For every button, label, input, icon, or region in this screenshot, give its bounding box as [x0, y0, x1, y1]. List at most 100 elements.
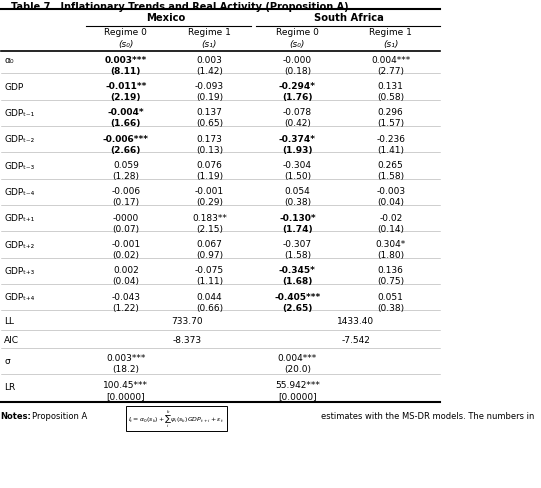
Text: (1.80): (1.80) [377, 250, 404, 259]
Text: (1.57): (1.57) [377, 119, 404, 128]
Text: (1.66): (1.66) [111, 119, 141, 128]
Text: 100.45***: 100.45*** [103, 380, 148, 389]
Text: 0.173: 0.173 [196, 135, 222, 143]
Text: GDP: GDP [4, 82, 23, 91]
Text: Notes:: Notes: [1, 411, 31, 420]
Text: GDPₜ₊₁: GDPₜ₊₁ [4, 214, 35, 223]
Text: Regime 0: Regime 0 [276, 28, 319, 38]
Text: 0.136: 0.136 [378, 266, 404, 275]
Text: -7.542: -7.542 [341, 335, 370, 344]
Text: -0.078: -0.078 [283, 108, 312, 117]
Text: 0.137: 0.137 [196, 108, 222, 117]
Text: 0.004***: 0.004*** [278, 353, 317, 363]
Text: (s₁): (s₁) [383, 40, 398, 49]
Text: AIC: AIC [4, 335, 19, 344]
Text: 1433.40: 1433.40 [337, 317, 374, 325]
Text: (1.42): (1.42) [196, 66, 223, 75]
Text: 0.002: 0.002 [113, 266, 139, 275]
Text: (0.42): (0.42) [284, 119, 311, 128]
Text: 733.70: 733.70 [171, 317, 203, 325]
Text: (1.58): (1.58) [283, 250, 311, 259]
Text: -0.02: -0.02 [379, 213, 403, 223]
Text: (1.58): (1.58) [377, 171, 404, 181]
Text: (0.38): (0.38) [283, 198, 311, 207]
Text: -0.006: -0.006 [111, 187, 141, 196]
Text: LL: LL [4, 317, 14, 325]
Text: -0.003: -0.003 [376, 187, 405, 196]
Text: 55.942***: 55.942*** [275, 380, 320, 389]
Text: -0.006***: -0.006*** [103, 135, 149, 143]
Text: (0.17): (0.17) [113, 198, 140, 207]
Text: (s₀): (s₀) [289, 40, 305, 49]
Text: -0.004*: -0.004* [108, 108, 144, 117]
Text: (2.15): (2.15) [196, 224, 223, 233]
Text: (0.29): (0.29) [196, 198, 223, 207]
Text: 0.003: 0.003 [196, 56, 222, 65]
Text: (0.19): (0.19) [196, 93, 223, 102]
Text: (1.41): (1.41) [377, 145, 404, 154]
Text: (20.0): (20.0) [284, 364, 311, 373]
Text: (8.11): (8.11) [111, 66, 141, 75]
Text: (18.2): (18.2) [113, 364, 140, 373]
Text: -0.294*: -0.294* [279, 82, 316, 91]
Text: -0.374*: -0.374* [279, 135, 316, 143]
Text: -0.345*: -0.345* [279, 266, 316, 275]
Text: 0.003***: 0.003*** [105, 56, 147, 65]
Text: α₀: α₀ [4, 56, 14, 65]
Text: LR: LR [4, 383, 16, 392]
Text: (1.93): (1.93) [282, 145, 313, 154]
Text: (0.14): (0.14) [377, 224, 404, 233]
Text: 0.304*: 0.304* [375, 240, 406, 248]
Text: (0.75): (0.75) [377, 277, 404, 285]
Text: (1.68): (1.68) [282, 277, 313, 285]
Text: (0.04): (0.04) [113, 277, 140, 285]
Text: -0000: -0000 [113, 213, 139, 223]
Text: GDPₜ₋₃: GDPₜ₋₃ [4, 161, 35, 170]
Text: (0.58): (0.58) [377, 93, 404, 102]
Text: (0.02): (0.02) [113, 250, 140, 259]
Text: 0.296: 0.296 [378, 108, 404, 117]
Text: (0.66): (0.66) [196, 303, 223, 312]
Text: 0.051: 0.051 [378, 292, 404, 301]
Text: GDPₜ₋₁: GDPₜ₋₁ [4, 109, 35, 118]
Text: South Africa: South Africa [314, 13, 384, 23]
Text: (2.65): (2.65) [282, 303, 313, 312]
Text: 0.054: 0.054 [285, 187, 310, 196]
Text: 0.004***: 0.004*** [371, 56, 410, 65]
Text: (2.66): (2.66) [111, 145, 141, 154]
Text: GDPₜ₊₃: GDPₜ₊₃ [4, 266, 35, 275]
Text: (0.13): (0.13) [196, 145, 223, 154]
Text: 0.044: 0.044 [196, 292, 222, 301]
Text: (0.04): (0.04) [377, 198, 404, 207]
Text: estimates with the MS-DR models. The numbers in: estimates with the MS-DR models. The num… [321, 411, 535, 420]
Text: 0.067: 0.067 [196, 240, 222, 248]
Text: 0.076: 0.076 [196, 161, 222, 170]
Text: (0.65): (0.65) [196, 119, 223, 128]
Text: (1.28): (1.28) [113, 171, 140, 181]
Text: (1.19): (1.19) [196, 171, 223, 181]
Text: -0.075: -0.075 [195, 266, 224, 275]
Text: (1.11): (1.11) [196, 277, 223, 285]
Text: Proposition A: Proposition A [32, 411, 88, 420]
Text: -0.307: -0.307 [283, 240, 312, 248]
Text: -8.373: -8.373 [173, 335, 202, 344]
Text: 0.003***: 0.003*** [106, 353, 146, 363]
Text: GDPₜ₋₄: GDPₜ₋₄ [4, 187, 35, 197]
Text: [0.0000]: [0.0000] [278, 391, 316, 400]
Text: -0.304: -0.304 [283, 161, 312, 170]
Text: -0.405***: -0.405*** [274, 292, 320, 301]
Text: GDPₜ₊₄: GDPₜ₊₄ [4, 293, 35, 302]
Text: [0.0000]: [0.0000] [107, 391, 145, 400]
Text: 0.059: 0.059 [113, 161, 139, 170]
Text: σ: σ [4, 356, 10, 365]
Text: -0.001: -0.001 [111, 240, 141, 248]
Text: (2.77): (2.77) [377, 66, 404, 75]
Text: Table 7   Inflationary Trends and Real Activity (Proposition A): Table 7 Inflationary Trends and Real Act… [11, 2, 348, 12]
Text: -0.043: -0.043 [111, 292, 141, 301]
Text: (1.50): (1.50) [283, 171, 311, 181]
Text: 0.131: 0.131 [378, 82, 404, 91]
Text: -0.130*: -0.130* [279, 213, 315, 223]
Text: 0.183**: 0.183** [192, 213, 227, 223]
Text: GDPₜ₋₂: GDPₜ₋₂ [4, 135, 35, 144]
Text: (0.97): (0.97) [196, 250, 223, 259]
